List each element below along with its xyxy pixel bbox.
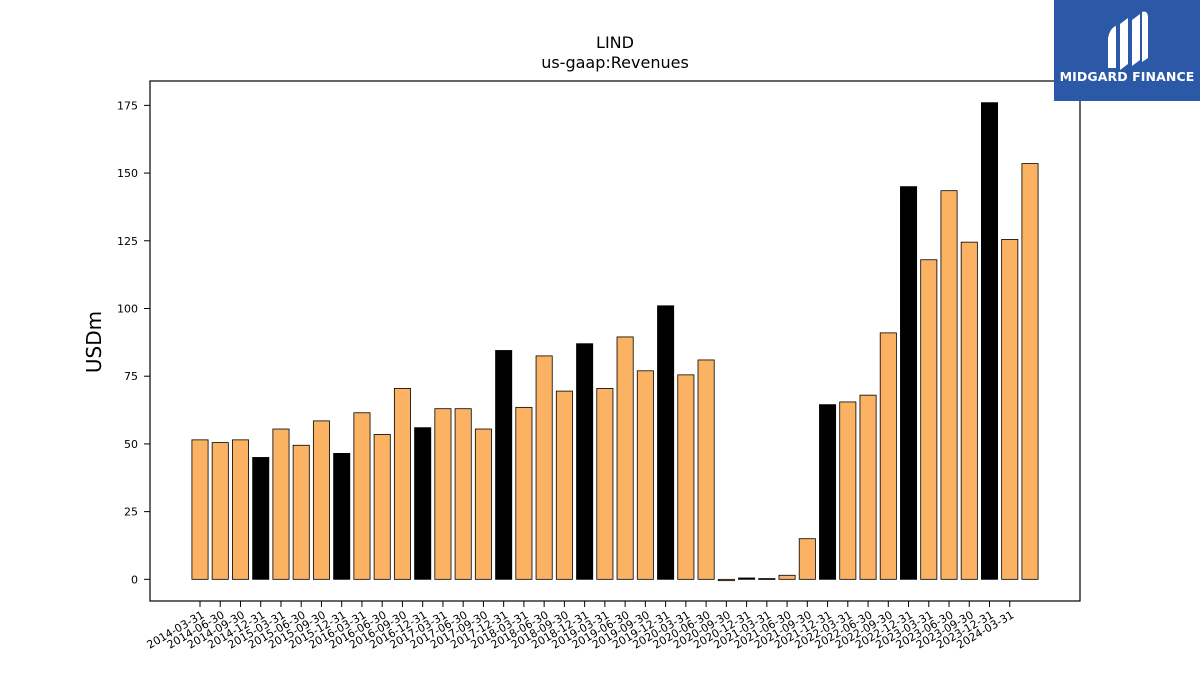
midgard-logo-icon xyxy=(1108,11,1148,70)
bar xyxy=(555,390,573,580)
bar xyxy=(960,241,978,580)
y-axis: 0 25 50 75 100 125 150 175 xyxy=(117,99,150,586)
bar xyxy=(900,186,918,580)
bar xyxy=(495,350,513,580)
bar xyxy=(211,442,229,580)
bar xyxy=(434,408,452,580)
bar xyxy=(697,359,715,580)
bar xyxy=(940,190,958,580)
bar xyxy=(1021,163,1039,580)
bar xyxy=(798,538,816,580)
bar xyxy=(758,578,776,580)
bar xyxy=(636,370,654,580)
y-tick-label: 175 xyxy=(117,99,138,112)
chart-subtitle: us-gaap:Revenues xyxy=(541,53,689,72)
midgard-logo: MIDGARD FINANCE xyxy=(1054,0,1200,101)
logo-text: MIDGARD FINANCE xyxy=(1059,69,1195,84)
bar xyxy=(879,332,897,580)
y-tick-label: 125 xyxy=(117,235,138,248)
bar xyxy=(191,439,209,580)
bar xyxy=(454,408,472,580)
bar xyxy=(333,452,351,580)
plot-area-frame xyxy=(149,80,1081,602)
bar xyxy=(819,404,837,580)
bar xyxy=(353,412,371,580)
bar xyxy=(252,457,270,580)
chart-title: LIND xyxy=(596,33,634,52)
bar xyxy=(312,420,330,580)
bar xyxy=(231,439,249,580)
bar xyxy=(373,434,391,580)
bar xyxy=(515,406,533,580)
y-tick-label: 50 xyxy=(124,438,138,451)
bars-group xyxy=(191,102,1039,582)
y-tick-label: 0 xyxy=(131,573,138,586)
bar xyxy=(576,343,594,580)
bar xyxy=(393,387,411,580)
bar xyxy=(717,578,735,582)
y-tick-label: 150 xyxy=(117,167,138,180)
bar xyxy=(616,336,634,580)
bar xyxy=(920,259,938,580)
y-axis-label: USDm xyxy=(82,311,106,373)
bar xyxy=(292,444,310,580)
bar xyxy=(839,401,857,580)
bar xyxy=(859,394,877,580)
bar xyxy=(414,427,432,580)
y-tick-label: 75 xyxy=(124,370,138,383)
bar xyxy=(272,428,290,580)
bar xyxy=(738,577,756,580)
bar xyxy=(677,374,695,580)
y-tick-label: 25 xyxy=(124,506,138,519)
bar xyxy=(1001,239,1019,580)
bar xyxy=(474,428,492,580)
bar xyxy=(778,574,796,580)
y-tick-label: 100 xyxy=(117,303,138,316)
bar xyxy=(657,305,675,580)
bar xyxy=(596,387,614,580)
bar xyxy=(981,102,999,580)
bar xyxy=(535,355,553,580)
x-axis: 2014-03-312014-06-302014-09-302014-12-31… xyxy=(145,601,1016,652)
